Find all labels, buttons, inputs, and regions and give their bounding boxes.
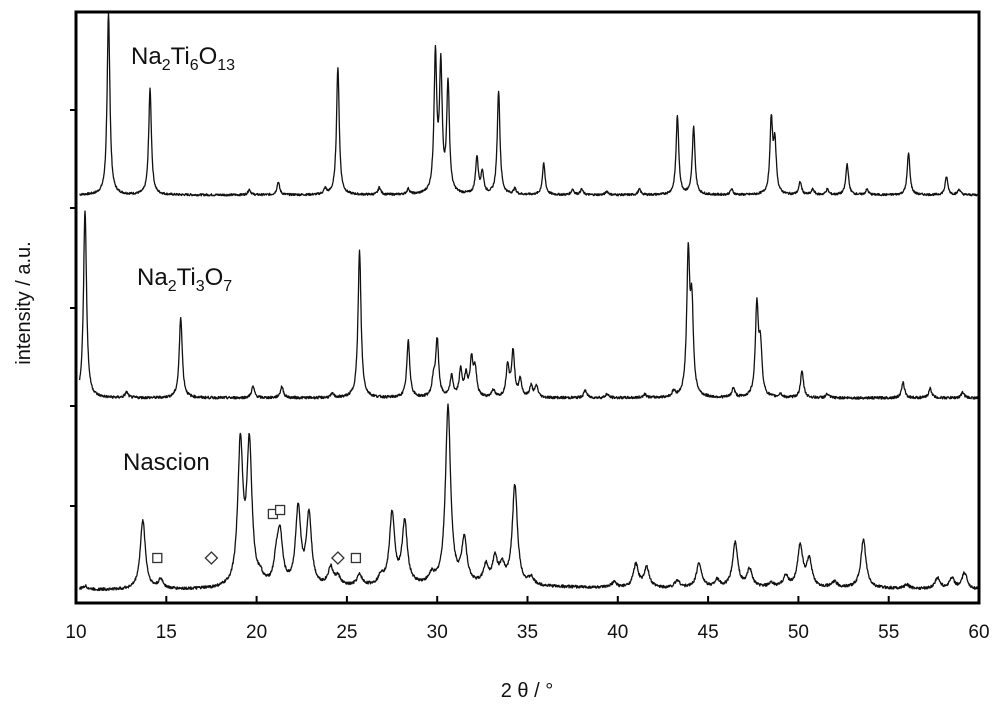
series-label-na2ti6o13: Na2Ti6O13 xyxy=(131,43,235,74)
traces-group xyxy=(78,12,979,592)
x-tick-label: 45 xyxy=(698,622,719,643)
diamond-marker xyxy=(330,551,345,565)
phase-markers-group xyxy=(152,504,362,565)
x-tick-label: 10 xyxy=(65,622,86,643)
x-axis-title: 2 θ / ° xyxy=(501,680,553,702)
x-tick-label: 30 xyxy=(427,622,448,643)
series-line-na2ti6o13 xyxy=(79,12,979,197)
x-tick-label: 20 xyxy=(246,622,267,643)
series-labels-group: Na2Ti6O13 Na2Ti3O7 Nascion xyxy=(123,43,235,476)
y-axis-title: intensity / a.u. xyxy=(13,241,35,364)
series-label-nascion: Nascion xyxy=(123,449,210,476)
x-tick-label: 55 xyxy=(878,622,899,643)
square-marker xyxy=(274,504,286,516)
x-tick-label: 15 xyxy=(156,622,177,643)
series-line-na2ti3o7 xyxy=(78,210,979,400)
y-ticks-group xyxy=(70,109,76,507)
x-tick-label: 35 xyxy=(517,622,538,643)
x-tick-label: 25 xyxy=(336,622,357,643)
series-label-na2ti3o7: Na2Ti3O7 xyxy=(137,264,232,295)
diamond-marker xyxy=(204,551,219,565)
square-marker xyxy=(152,552,163,564)
x-ticks-group: 10 15 20 25 30 35 40 45 50 55 60 xyxy=(65,596,990,643)
x-tick-label: 50 xyxy=(788,622,809,643)
x-tick-label: 60 xyxy=(968,622,989,643)
x-tick-label: 40 xyxy=(607,622,628,643)
square-marker xyxy=(350,552,362,564)
series-line-nascion xyxy=(78,403,979,592)
